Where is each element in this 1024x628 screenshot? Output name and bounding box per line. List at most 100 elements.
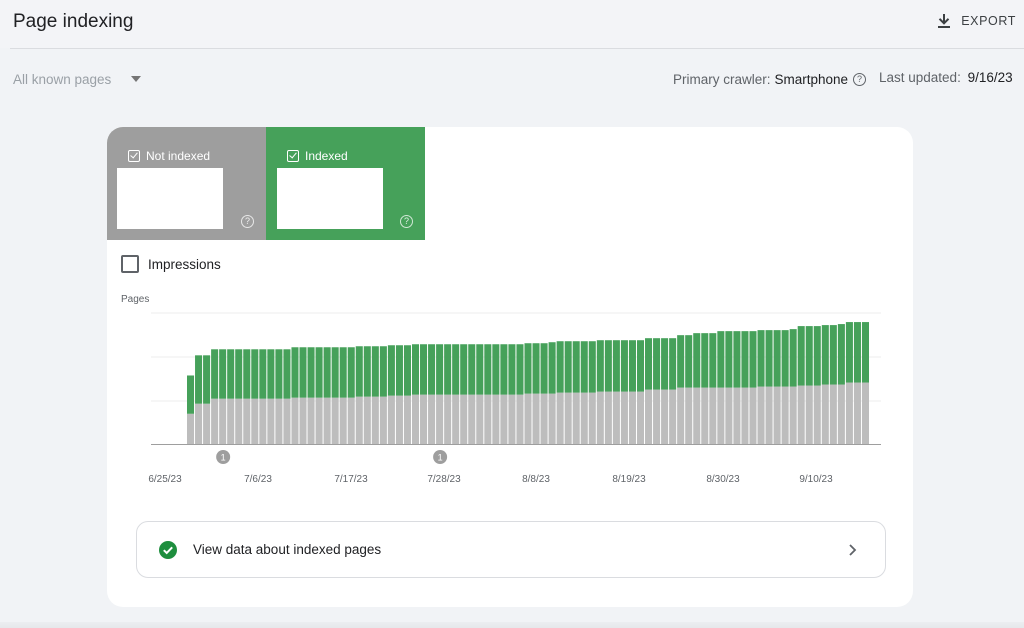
bar-indexed (596, 340, 604, 392)
bar-indexed (588, 341, 596, 393)
bar-indexed (781, 330, 789, 387)
bar-not-indexed (291, 397, 299, 444)
bar-indexed (797, 326, 805, 386)
bar-indexed (243, 349, 251, 399)
bar-not-indexed (428, 394, 436, 444)
bar-not-indexed (243, 398, 251, 444)
bar-not-indexed (701, 387, 709, 444)
bar-indexed (765, 330, 773, 387)
bar-indexed (211, 349, 219, 399)
bar-indexed (331, 347, 339, 398)
bar-indexed (219, 349, 227, 399)
top-bar: Page indexing EXPORT (0, 0, 1024, 48)
bar-not-indexed (452, 394, 460, 444)
bar-indexed (741, 331, 749, 388)
bar-not-indexed (484, 394, 492, 444)
bar-indexed (853, 322, 861, 383)
help-icon[interactable]: ? (241, 215, 254, 228)
check-circle-icon (159, 541, 177, 559)
bar-indexed (420, 344, 428, 395)
help-icon[interactable]: ? (400, 215, 413, 228)
bar-not-indexed (187, 413, 195, 444)
annotation-marker (216, 450, 231, 464)
pages-filter-dropdown[interactable]: All known pages (13, 70, 142, 88)
checkbox-checked-icon[interactable] (128, 150, 140, 162)
bar-not-indexed (492, 394, 500, 444)
bar-not-indexed (612, 391, 620, 444)
bar-not-indexed (548, 393, 556, 444)
bar-indexed (452, 344, 460, 395)
bar-indexed (371, 346, 379, 397)
bar-indexed (717, 331, 725, 388)
updated-label: Last updated: (879, 70, 961, 85)
bar-indexed (532, 343, 540, 394)
crawler-value: Smartphone (774, 71, 849, 87)
annotation-label: 1 (438, 453, 443, 463)
primary-crawler: Primary crawler: Smartphone ? (673, 70, 867, 88)
bar-indexed (291, 347, 299, 398)
bar-not-indexed (717, 387, 725, 444)
bar-indexed (829, 325, 837, 385)
bar-not-indexed (387, 395, 395, 444)
bar-indexed (484, 344, 492, 395)
chevron-right-icon (849, 544, 857, 556)
bar-indexed (307, 347, 315, 398)
export-label: EXPORT (961, 14, 1016, 28)
bar-indexed (725, 331, 733, 388)
bar-not-indexed (588, 392, 596, 444)
x-tick-label: 8/8/23 (522, 474, 550, 485)
bar-indexed (395, 345, 403, 396)
bar-not-indexed (805, 385, 813, 444)
bar-indexed (436, 344, 444, 395)
annotation-label: 1 (221, 453, 226, 463)
bar-not-indexed (532, 393, 540, 444)
bar-indexed (604, 340, 612, 392)
checkbox-checked-icon[interactable] (287, 150, 299, 162)
impressions-label: Impressions (148, 256, 221, 272)
bar-indexed (428, 344, 436, 395)
bar-not-indexed (540, 393, 548, 444)
indexed-tile[interactable]: Indexed ? (266, 127, 425, 240)
bar-not-indexed (813, 385, 821, 444)
updated-value: 9/16/23 (967, 70, 1013, 85)
bar-not-indexed (829, 384, 837, 444)
export-button[interactable]: EXPORT (937, 11, 1016, 31)
bar-not-indexed (580, 392, 588, 444)
bar-not-indexed (556, 392, 564, 444)
bar-indexed (669, 338, 677, 390)
help-icon[interactable]: ? (853, 72, 867, 86)
checkbox-unchecked-icon[interactable] (121, 255, 139, 273)
bar-not-indexed (821, 384, 829, 444)
bar-indexed (693, 333, 701, 388)
bar-indexed (685, 335, 693, 388)
bar-not-indexed (315, 397, 323, 444)
annotation-marker (433, 450, 448, 464)
bar-indexed (757, 330, 765, 387)
x-tick-label: 6/25/23 (148, 474, 182, 485)
view-indexed-pages-link[interactable]: View data about indexed pages (136, 521, 886, 578)
not-indexed-tile[interactable]: Not indexed ? (107, 127, 266, 240)
bar-not-indexed (267, 398, 275, 444)
bar-not-indexed (411, 394, 420, 444)
bar-indexed (580, 341, 588, 393)
bar-indexed (813, 326, 821, 386)
bar-not-indexed (460, 394, 468, 444)
bar-indexed (645, 338, 653, 390)
bar-indexed (516, 344, 524, 395)
chevron-down-icon (131, 76, 142, 82)
bar-indexed (508, 344, 516, 395)
x-tick-label: 8/30/23 (706, 474, 740, 485)
indexed-label: Indexed (305, 149, 348, 163)
bar-indexed (789, 329, 797, 387)
bar-indexed (315, 347, 323, 398)
bar-indexed (444, 344, 452, 395)
bar-indexed (821, 325, 829, 385)
bar-indexed (363, 346, 371, 397)
bar-not-indexed (500, 394, 508, 444)
bar-indexed (403, 345, 411, 396)
bar-indexed (227, 349, 235, 399)
impressions-toggle[interactable]: Impressions (121, 255, 221, 273)
bar-not-indexed (524, 393, 532, 444)
bar-not-indexed (283, 398, 291, 444)
bar-not-indexed (861, 382, 869, 444)
